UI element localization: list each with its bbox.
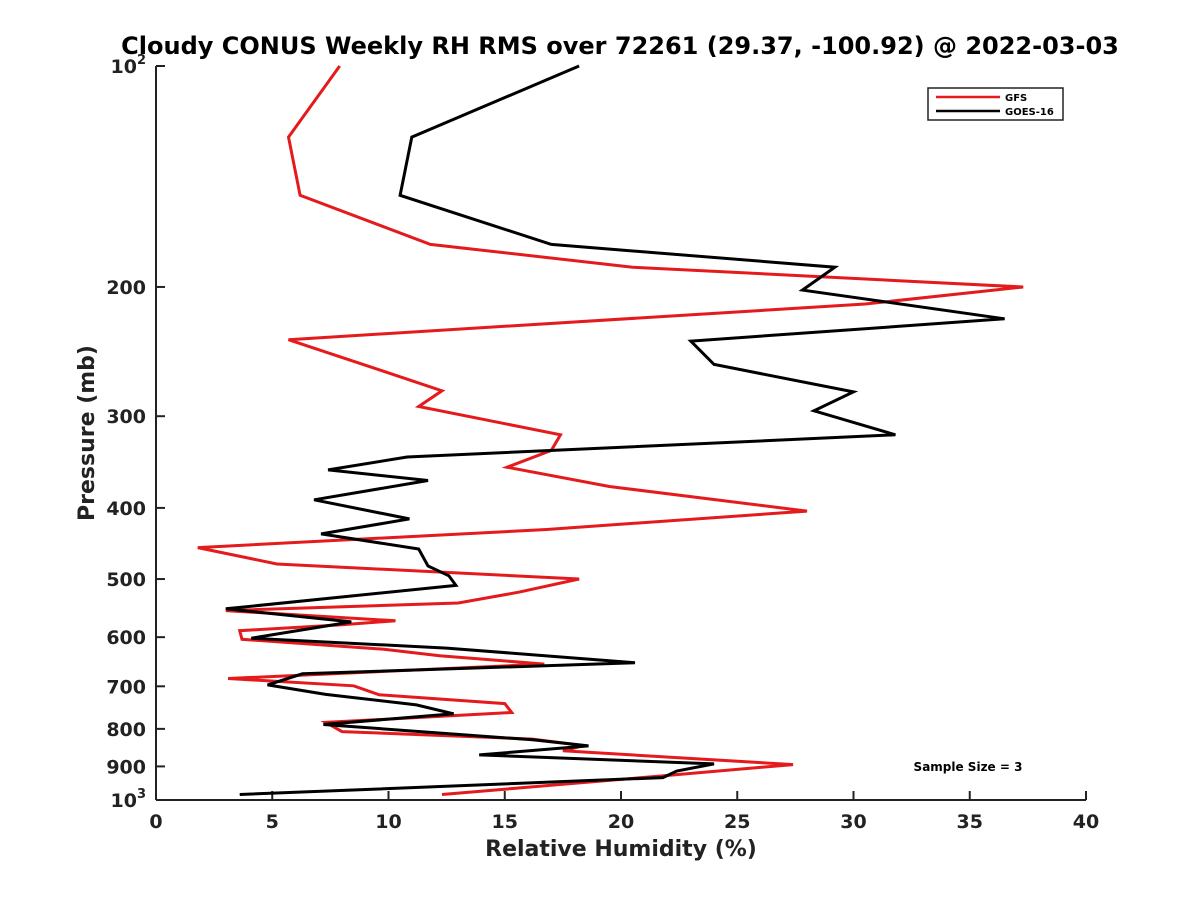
x-tick-label: 40 (1073, 811, 1099, 833)
y-tick-label: 103 (111, 787, 147, 812)
y-tick-label: 600 (106, 627, 146, 649)
legend-label-gfs: GFS (1005, 93, 1027, 104)
legend: GFS GOES-16 (927, 87, 1064, 121)
y-tick-label: 900 (106, 756, 146, 778)
x-tick-label: 0 (149, 811, 162, 833)
series-line-goes-16 (225, 64, 1005, 796)
y-tick-label: 102 (111, 53, 147, 78)
y-tick-label: 500 (106, 569, 146, 591)
legend-label-goes-16: GOES-16 (1005, 107, 1054, 118)
legend-box (927, 87, 1064, 121)
y-tick-label: 200 (106, 277, 146, 299)
y-axis-label: Pressure (mb) (75, 345, 100, 521)
y-axis-ticks: 102 200 300 400 500 600 700 800 900 103 (106, 53, 165, 812)
x-axis-label: Relative Humidity (%) (485, 837, 757, 862)
y-tick-label: 700 (106, 676, 146, 698)
x-axis-ticks: 0 5 10 15 20 25 30 35 40 (149, 791, 1099, 833)
y-tick-label: 800 (106, 719, 146, 741)
y-tick-label: 300 (106, 406, 146, 428)
x-tick-label: 15 (492, 811, 518, 833)
x-tick-label: 35 (957, 811, 983, 833)
series-layer (197, 64, 1024, 796)
x-tick-label: 10 (375, 811, 401, 833)
sample-size-annotation: Sample Size = 3 (914, 760, 1023, 774)
chart-title: Cloudy CONUS Weekly RH RMS over 72261 (2… (121, 32, 1119, 60)
x-tick-label: 25 (724, 811, 750, 833)
x-tick-label: 20 (608, 811, 634, 833)
x-tick-label: 5 (266, 811, 279, 833)
y-tick-label: 400 (106, 498, 146, 520)
x-tick-label: 30 (840, 811, 866, 833)
series-line-gfs (197, 65, 1024, 796)
